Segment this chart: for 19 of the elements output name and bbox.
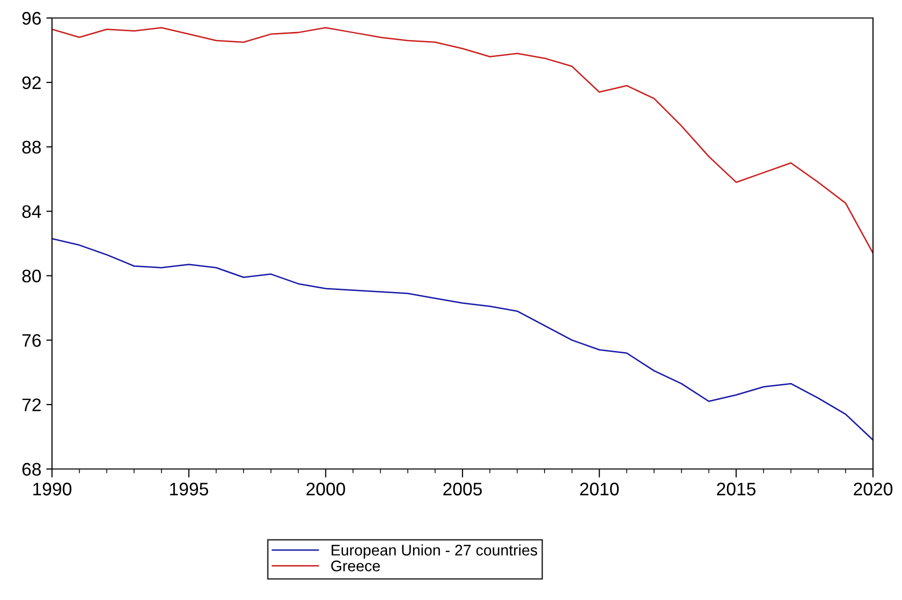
y-tick-label: 68 [22,462,41,476]
legend-label: European Union - 27 countries [332,544,538,559]
line-series [52,26,873,254]
x-tick-label: 2005 [443,482,482,496]
y-tick-label: 84 [22,205,42,218]
y-tick-label: 76 [22,334,41,347]
x-tick-label: 2000 [306,482,346,496]
x-tick-label: 1995 [170,482,208,496]
x-tick-label: 2015 [716,482,756,496]
y-tick-label: 96 [22,12,41,25]
y-tick-label: 92 [22,76,41,90]
y-tick-label: 80 [22,270,41,282]
x-tick-label: 2010 [580,482,619,496]
line-series [52,238,873,441]
y-tick-label: 88 [22,140,41,154]
x-tick-label: 1990 [33,482,72,496]
legend-label: Greece [331,560,380,572]
y-tick-label: 72 [22,398,41,412]
x-tick-label: 2020 [854,482,892,496]
